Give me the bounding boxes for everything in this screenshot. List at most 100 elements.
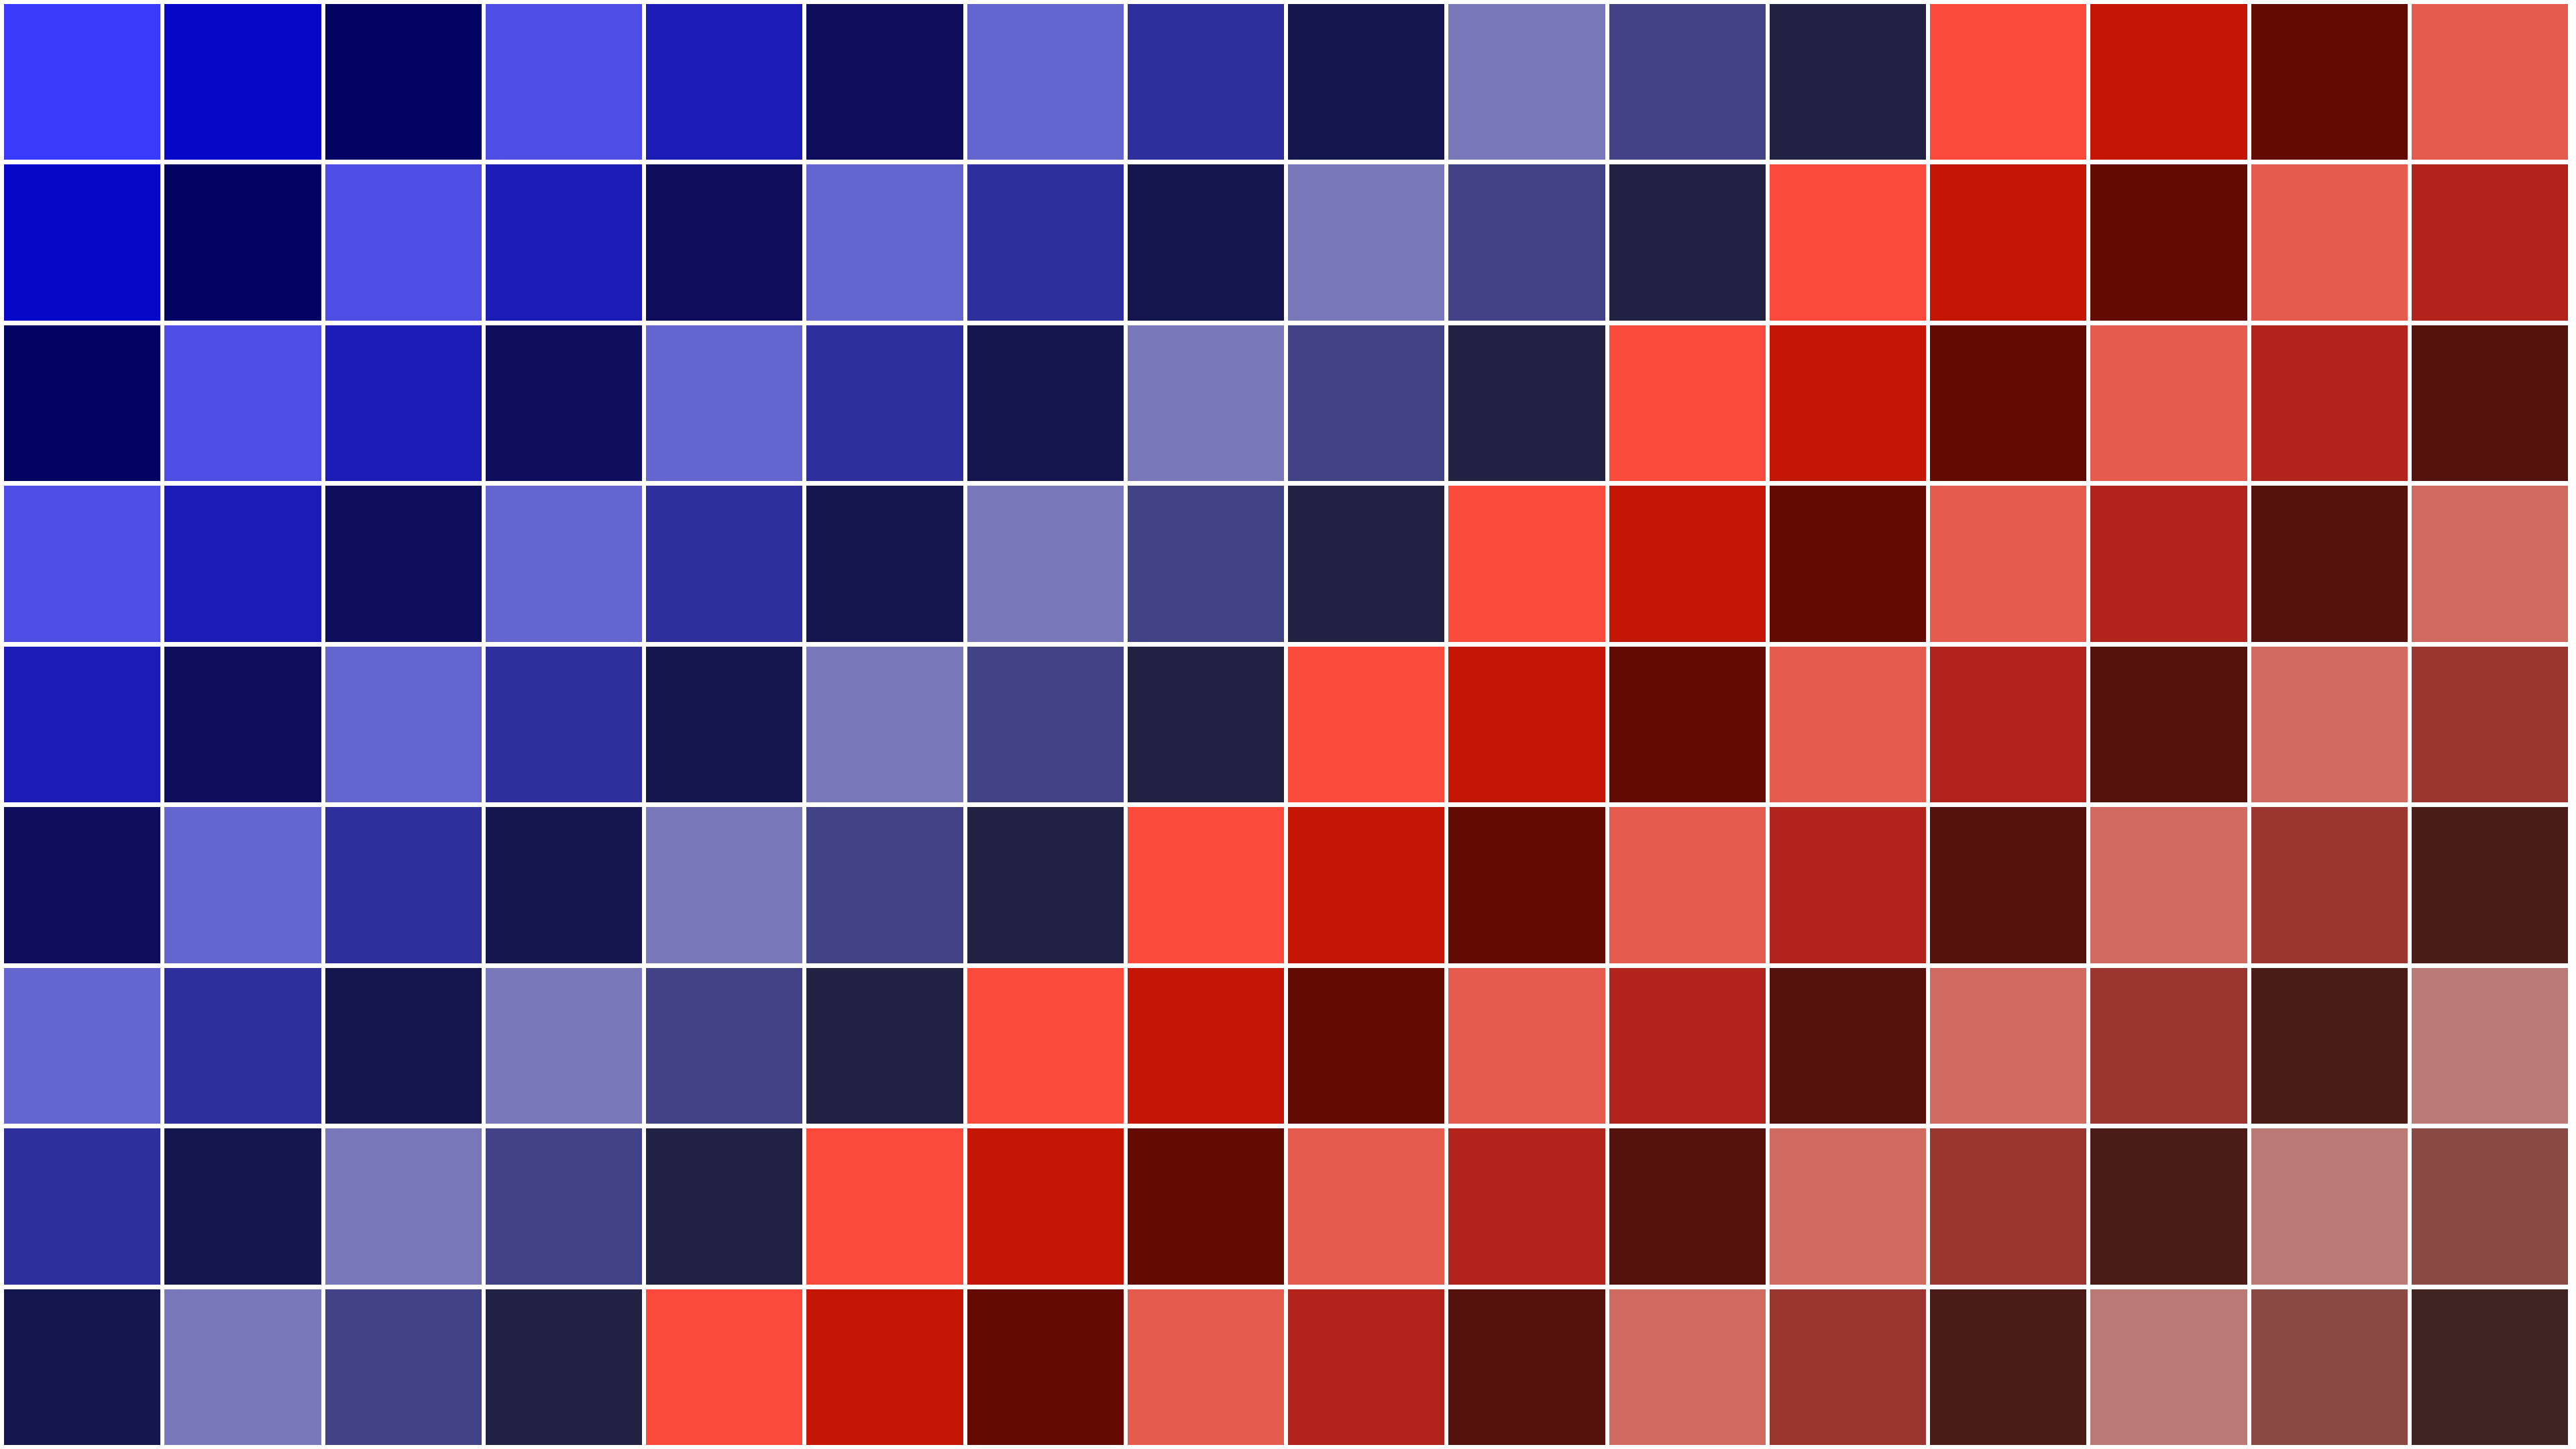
color-swatch: [164, 486, 321, 642]
color-swatch: [1127, 1128, 1284, 1285]
color-swatch: [4, 1128, 161, 1285]
color-swatch: [2090, 325, 2247, 482]
color-swatch: [485, 967, 642, 1124]
color-swatch: [2251, 646, 2408, 803]
color-swatch: [325, 807, 482, 963]
color-swatch: [1288, 325, 1445, 482]
color-swatch: [1127, 807, 1284, 963]
color-swatch: [967, 967, 1124, 1124]
color-swatch: [967, 164, 1124, 321]
color-swatch: [1288, 486, 1445, 642]
color-swatch: [967, 486, 1124, 642]
color-swatch: [1609, 1289, 1766, 1445]
color-swatch: [646, 807, 803, 963]
color-swatch: [2090, 967, 2247, 1124]
color-swatch: [2411, 486, 2568, 642]
color-swatch: [1288, 646, 1445, 803]
color-swatch: [967, 1289, 1124, 1445]
color-swatch: [1609, 1128, 1766, 1285]
color-swatch: [2090, 486, 2247, 642]
color-swatch: [1930, 967, 2087, 1124]
color-swatch: [1288, 164, 1445, 321]
color-swatch: [967, 4, 1124, 160]
color-swatch: [646, 164, 803, 321]
color-swatch: [1288, 807, 1445, 963]
color-swatch: [1127, 1289, 1284, 1445]
color-swatch: [4, 4, 161, 160]
color-swatch: [1448, 325, 1605, 482]
color-swatch: [1930, 807, 2087, 963]
color-swatch: [1448, 807, 1605, 963]
color-swatch: [4, 164, 161, 321]
color-swatch: [967, 646, 1124, 803]
color-swatch: [1609, 646, 1766, 803]
color-swatch: [2251, 1289, 2408, 1445]
color-swatch: [164, 1128, 321, 1285]
color-swatch: [1609, 967, 1766, 1124]
color-swatch: [1609, 807, 1766, 963]
color-swatch: [4, 967, 161, 1124]
color-swatch: [806, 1128, 963, 1285]
color-swatch: [1930, 1289, 2087, 1445]
color-swatch: [2411, 4, 2568, 160]
color-swatch: [325, 1289, 482, 1445]
color-swatch: [164, 164, 321, 321]
color-swatch: [1448, 164, 1605, 321]
color-swatch: [1609, 325, 1766, 482]
color-swatch: [2411, 164, 2568, 321]
color-swatch: [806, 807, 963, 963]
color-swatch: [2251, 4, 2408, 160]
color-swatch: [164, 807, 321, 963]
color-swatch: [2411, 967, 2568, 1124]
color-swatch: [1288, 1128, 1445, 1285]
color-swatch: [1769, 967, 1926, 1124]
color-swatch: [1930, 1128, 2087, 1285]
color-swatch: [1769, 646, 1926, 803]
color-swatch: [806, 486, 963, 642]
color-swatch: [1127, 486, 1284, 642]
color-swatch: [1288, 4, 1445, 160]
color-swatch: [4, 1289, 161, 1445]
color-swatch: [2090, 4, 2247, 160]
color-swatch: [646, 646, 803, 803]
color-swatch: [485, 325, 642, 482]
color-swatch: [1930, 4, 2087, 160]
color-swatch: [2251, 1128, 2408, 1285]
color-swatch: [325, 646, 482, 803]
color-swatch: [1930, 164, 2087, 321]
color-swatch: [325, 1128, 482, 1285]
color-swatch: [1769, 164, 1926, 321]
color-swatch: [806, 1289, 963, 1445]
color-swatch: [967, 1128, 1124, 1285]
color-swatch: [485, 4, 642, 160]
color-swatch: [164, 1289, 321, 1445]
color-swatch: [1609, 164, 1766, 321]
color-swatch: [1288, 1289, 1445, 1445]
color-swatch: [4, 486, 161, 642]
color-swatch: [485, 164, 642, 321]
color-swatch: [164, 967, 321, 1124]
color-swatch: [4, 646, 161, 803]
color-swatch: [806, 164, 963, 321]
color-swatch: [806, 967, 963, 1124]
color-swatch: [1127, 646, 1284, 803]
color-swatch: [2411, 1128, 2568, 1285]
color-swatch: [485, 486, 642, 642]
color-swatch: [164, 4, 321, 160]
color-swatch: [485, 646, 642, 803]
color-swatch: [485, 1128, 642, 1285]
color-swatch: [1769, 1128, 1926, 1285]
color-swatch: [2090, 807, 2247, 963]
color-swatch: [1448, 967, 1605, 1124]
color-swatch: [646, 1128, 803, 1285]
color-swatch: [1448, 1128, 1605, 1285]
color-swatch: [2251, 807, 2408, 963]
color-swatch: [2411, 646, 2568, 803]
color-swatch: [646, 325, 803, 482]
color-swatch: [2411, 807, 2568, 963]
color-swatch: [2251, 325, 2408, 482]
color-swatch: [646, 1289, 803, 1445]
color-swatch: [967, 325, 1124, 482]
color-swatch: [1448, 486, 1605, 642]
color-swatch: [646, 4, 803, 160]
